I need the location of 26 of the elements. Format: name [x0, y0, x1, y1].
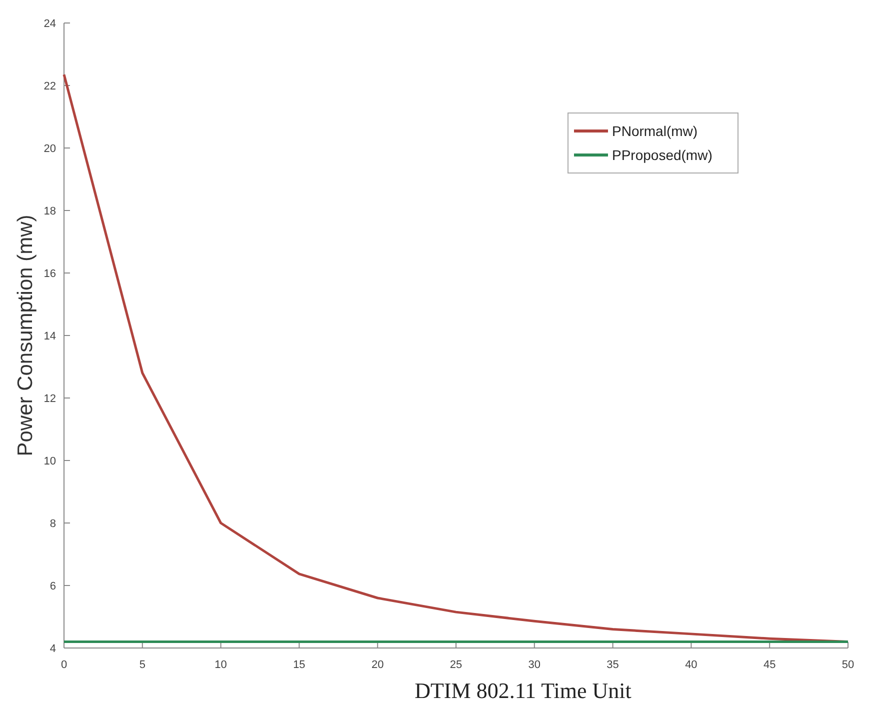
x-tick-label: 20	[371, 659, 384, 671]
x-tick-label: 35	[606, 659, 619, 671]
y-axis-title: Power Consumption (mw)	[14, 214, 37, 456]
x-tick-label: 50	[842, 659, 854, 671]
y-tick-label: 12	[44, 392, 56, 405]
x-tick-label: 45	[763, 659, 776, 671]
legend-label: PNormal(mw)	[612, 122, 698, 139]
x-tick-label: 30	[528, 659, 541, 671]
x-tick-label: 25	[450, 659, 462, 671]
y-tick-label: 18	[44, 205, 56, 218]
x-tick-label: 10	[214, 659, 227, 671]
x-tick-label: 15	[293, 659, 306, 671]
y-tick-label: 6	[50, 580, 56, 592]
y-tick-label: 4	[50, 642, 56, 655]
y-tick-label: 20	[44, 142, 56, 155]
y-tick-label: 14	[44, 330, 56, 342]
x-axis-title: DTIM 802.11 Time Unit	[414, 678, 632, 703]
x-tick-label: 0	[60, 659, 68, 671]
y-tick-label: 16	[44, 268, 56, 280]
y-tick-label: 22	[44, 80, 56, 92]
y-tick-label: 8	[50, 518, 56, 530]
y-tick-label: 10	[44, 455, 56, 468]
y-tick-label: 24	[44, 18, 56, 30]
x-tick-label: 40	[685, 659, 698, 671]
legend-label: PProposed(mw)	[612, 146, 712, 163]
x-tick-label: 5	[139, 659, 146, 671]
